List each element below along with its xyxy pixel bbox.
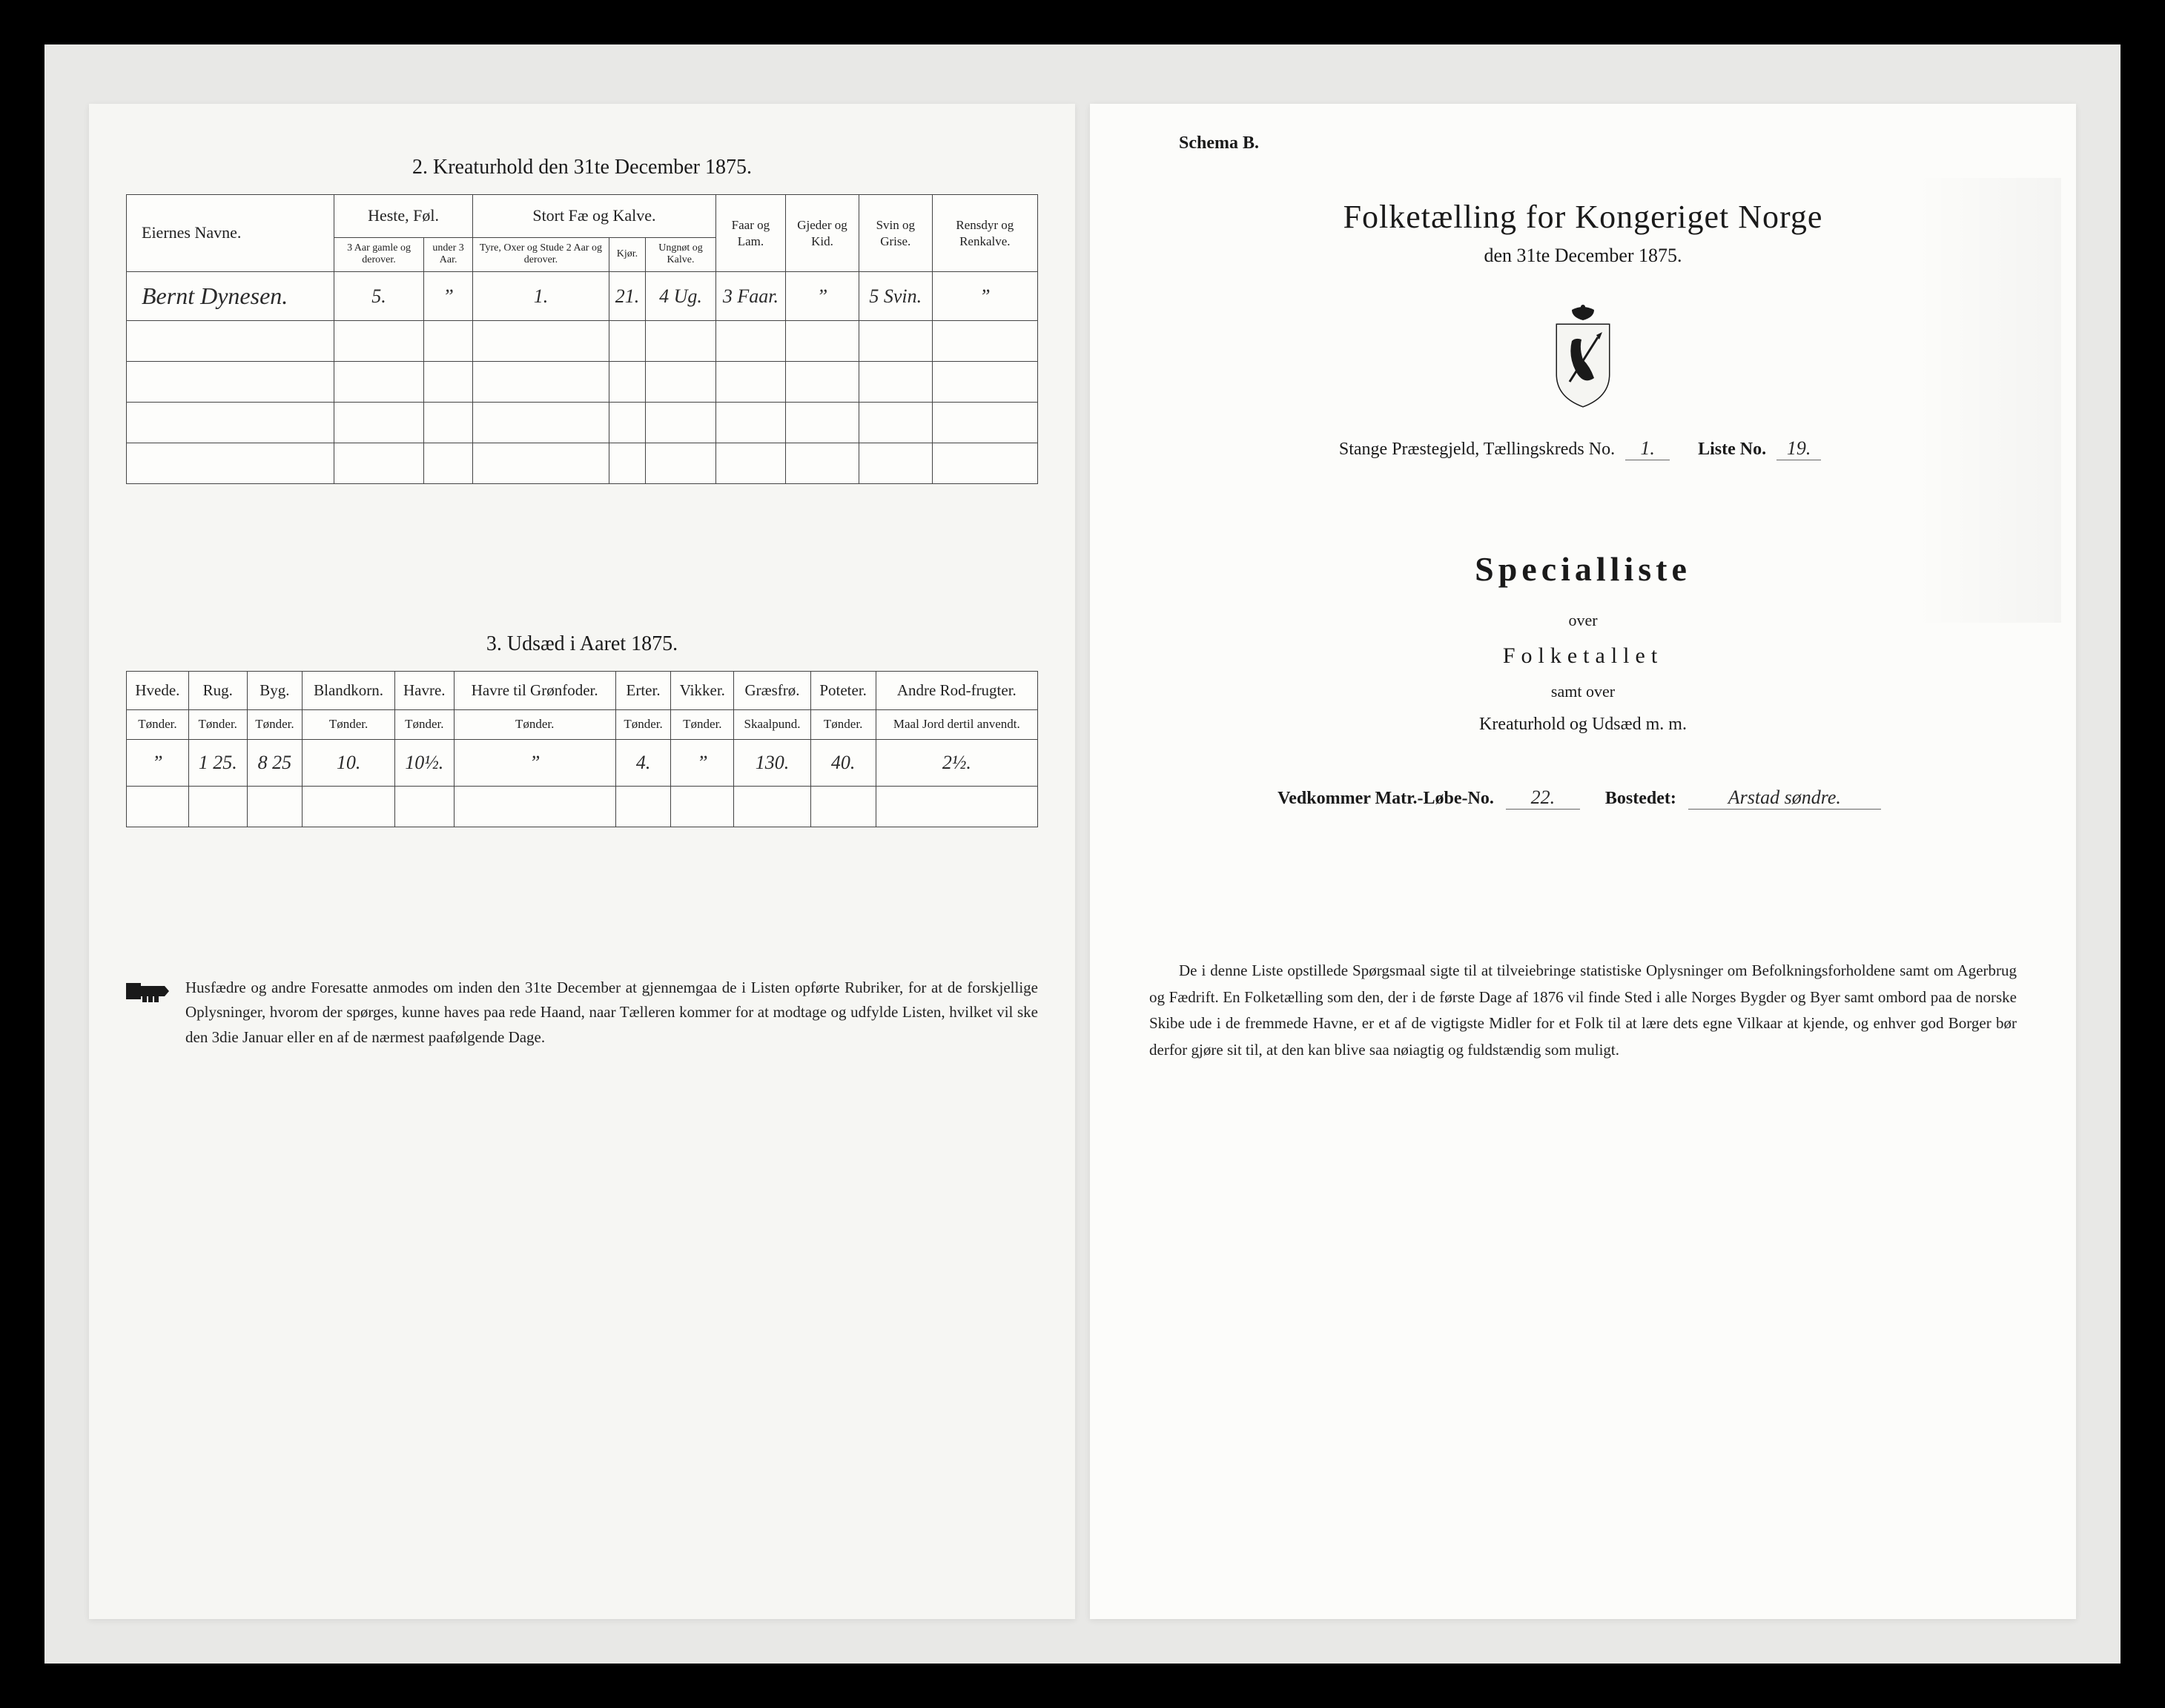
th-c1: Hvede. bbox=[127, 672, 189, 710]
th-c5: Havre. bbox=[395, 672, 455, 710]
th-sheep: Faar og Lam. bbox=[715, 195, 785, 272]
th-horses-b: under 3 Aar. bbox=[424, 237, 473, 272]
main-title: Folketælling for Kongeriget Norge bbox=[1127, 198, 2039, 236]
th-u10: Tønder. bbox=[810, 710, 876, 739]
th-u1: Tønder. bbox=[127, 710, 189, 739]
vedk-no: 22. bbox=[1506, 787, 1580, 810]
cell-h2: ” bbox=[424, 272, 473, 321]
th-c11: Andre Rod-frugter. bbox=[876, 672, 1037, 710]
cell-v3: 8 25 bbox=[247, 739, 303, 786]
cell-v2: 1 25. bbox=[188, 739, 247, 786]
cell-v7: 4. bbox=[615, 739, 671, 786]
th-pigs: Svin og Grise. bbox=[859, 195, 932, 272]
th-cattle-b: Kjør. bbox=[609, 237, 646, 272]
liste-no: 19. bbox=[1776, 437, 1821, 460]
special-samtover: samt over bbox=[1127, 682, 2039, 701]
cell-v5: 10½. bbox=[395, 739, 455, 786]
vedkommer-line: Vedkommer Matr.-Løbe-No. 22. Bostedet: A… bbox=[1127, 787, 2039, 810]
section2-title: 2. Kreaturhold den 31te December 1875. bbox=[126, 156, 1038, 179]
vedk-label: Vedkommer Matr.-Løbe-No. bbox=[1277, 789, 1494, 808]
special-folketallet: Folketallet bbox=[1127, 643, 2039, 669]
table-row: Bernt Dynesen. 5. ” 1. 21. 4 Ug. 3 Faar.… bbox=[127, 272, 1038, 321]
th-c9: Græsfrø. bbox=[734, 672, 810, 710]
livestock-table: Eiernes Navne. Heste, Føl. Stort Fæ og K… bbox=[126, 194, 1038, 484]
district-line: Stange Præstegjeld, Tællingskreds No. 1.… bbox=[1127, 437, 2039, 460]
th-u4: Tønder. bbox=[303, 710, 395, 739]
th-u6: Tønder. bbox=[454, 710, 615, 739]
table-row bbox=[127, 321, 1038, 362]
special-over: over bbox=[1127, 611, 2039, 630]
district-no: 1. bbox=[1625, 437, 1670, 460]
cell-c1: 1. bbox=[473, 272, 609, 321]
schema-label: Schema B. bbox=[1179, 133, 2039, 153]
sub-title: den 31te December 1875. bbox=[1127, 245, 2039, 267]
cell-v11: 2½. bbox=[876, 739, 1037, 786]
th-horses-a: 3 Aar gamle og derover. bbox=[334, 237, 424, 272]
cell-c2: 21. bbox=[609, 272, 646, 321]
bosted-value: Arstad søndre. bbox=[1688, 787, 1881, 810]
th-u3: Tønder. bbox=[247, 710, 303, 739]
cell-v9: 130. bbox=[734, 739, 810, 786]
th-horses-group: Heste, Føl. bbox=[334, 195, 473, 238]
th-reindeer: Rensdyr og Renkalve. bbox=[932, 195, 1037, 272]
th-cattle-group: Stort Fæ og Kalve. bbox=[473, 195, 716, 238]
th-u11: Maal Jord dertil anvendt. bbox=[876, 710, 1037, 739]
bottom-paragraph: De i denne Liste opstillede Spørgsmaal s… bbox=[1149, 958, 2017, 1064]
table-row bbox=[127, 443, 1038, 484]
special-title: Specialliste bbox=[1127, 549, 2039, 589]
table-row bbox=[127, 786, 1038, 827]
cell-h1: 5. bbox=[334, 272, 424, 321]
th-cattle-a: Tyre, Oxer og Stude 2 Aar og derover. bbox=[473, 237, 609, 272]
th-u9: Skaalpund. bbox=[734, 710, 810, 739]
scan-frame: 2. Kreaturhold den 31te December 1875. E… bbox=[44, 44, 2121, 1664]
cell-v8: ” bbox=[671, 739, 734, 786]
th-c2: Rug. bbox=[188, 672, 247, 710]
th-c7: Erter. bbox=[615, 672, 671, 710]
th-c4: Blandkorn. bbox=[303, 672, 395, 710]
cell-v1: ” bbox=[127, 739, 189, 786]
th-cattle-c: Ungnøt og Kalve. bbox=[646, 237, 715, 272]
footnote-block: Husfædre og andre Foresatte anmodes om i… bbox=[126, 976, 1038, 1050]
cell-v10: 40. bbox=[810, 739, 876, 786]
cell-sheep: 3 Faar. bbox=[715, 272, 785, 321]
cell-v4: 10. bbox=[303, 739, 395, 786]
th-u5: Tønder. bbox=[395, 710, 455, 739]
cell-c3: 4 Ug. bbox=[646, 272, 715, 321]
coat-of-arms-icon bbox=[1538, 304, 1627, 408]
table-row bbox=[127, 403, 1038, 443]
liste-label: Liste No. bbox=[1698, 440, 1766, 459]
th-goats: Gjeder og Kid. bbox=[786, 195, 859, 272]
th-u8: Tønder. bbox=[671, 710, 734, 739]
th-u2: Tønder. bbox=[188, 710, 247, 739]
th-c3: Byg. bbox=[247, 672, 303, 710]
bosted-label: Bostedet: bbox=[1605, 789, 1676, 808]
special-kreatur: Kreaturhold og Udsæd m. m. bbox=[1127, 715, 2039, 735]
table-row: ” 1 25. 8 25 10. 10½. ” 4. ” 130. 40. 2½… bbox=[127, 739, 1038, 786]
th-u7: Tønder. bbox=[615, 710, 671, 739]
cell-reindeer: ” bbox=[932, 272, 1037, 321]
cell-pigs: 5 Svin. bbox=[859, 272, 932, 321]
footnote-text: Husfædre og andre Foresatte anmodes om i… bbox=[185, 976, 1038, 1050]
cell-v6: ” bbox=[454, 739, 615, 786]
seed-table: Hvede. Rug. Byg. Blandkorn. Havre. Havre… bbox=[126, 671, 1038, 827]
th-owner: Eiernes Navne. bbox=[127, 195, 334, 272]
cell-goats: ” bbox=[786, 272, 859, 321]
right-page: Schema B. Folketælling for Kongeriget No… bbox=[1090, 104, 2076, 1619]
th-c8: Vikker. bbox=[671, 672, 734, 710]
pointing-hand-icon bbox=[126, 976, 171, 1007]
district-prefix: Stange Præstegjeld, Tællingskreds No. bbox=[1339, 440, 1615, 459]
th-c6: Havre til Grønfoder. bbox=[454, 672, 615, 710]
th-c10: Poteter. bbox=[810, 672, 876, 710]
section3-title: 3. Udsæd i Aaret 1875. bbox=[126, 632, 1038, 656]
table-row bbox=[127, 362, 1038, 403]
cell-owner: Bernt Dynesen. bbox=[127, 272, 334, 321]
left-page: 2. Kreaturhold den 31te December 1875. E… bbox=[89, 104, 1075, 1619]
